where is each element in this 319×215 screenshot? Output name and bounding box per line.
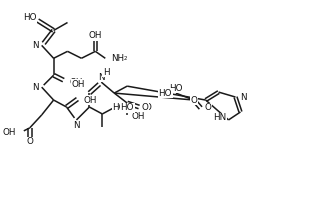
Text: NH: NH	[111, 54, 124, 63]
Text: OH: OH	[89, 31, 102, 40]
Text: O: O	[142, 103, 148, 112]
Text: OH: OH	[71, 80, 85, 89]
Text: HO: HO	[23, 13, 36, 22]
Text: OH: OH	[131, 112, 145, 121]
Text: OH: OH	[2, 128, 16, 137]
Text: 2: 2	[123, 56, 127, 61]
Text: O: O	[205, 103, 211, 112]
Text: OH: OH	[84, 95, 97, 104]
Text: N: N	[98, 73, 105, 82]
Text: H: H	[103, 68, 110, 77]
Text: OH: OH	[70, 78, 83, 87]
Text: N: N	[241, 93, 247, 101]
Text: N: N	[73, 121, 80, 130]
Text: O: O	[26, 137, 33, 146]
Text: O: O	[144, 103, 151, 112]
Text: HO: HO	[120, 103, 134, 112]
Text: HN: HN	[213, 114, 226, 122]
Text: OH: OH	[4, 128, 18, 137]
Text: HO: HO	[113, 103, 126, 112]
Text: O: O	[190, 95, 197, 104]
Text: HO: HO	[159, 89, 172, 98]
Text: N: N	[32, 83, 39, 92]
Text: HO: HO	[169, 84, 182, 93]
Text: N: N	[32, 41, 39, 50]
